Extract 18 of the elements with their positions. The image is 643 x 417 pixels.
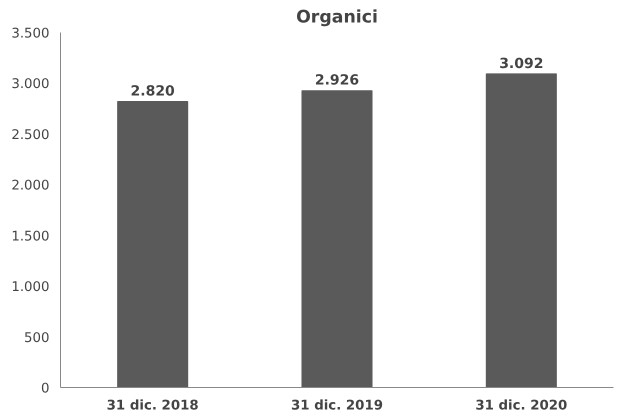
y-tick-label: 500: [24, 330, 50, 346]
data-label: 2.820: [130, 83, 176, 100]
y-tick-label: 3.000: [11, 77, 50, 92]
bar: [486, 73, 557, 388]
chart-title: Organici: [296, 8, 378, 28]
x-tick-label: 31 dic. 2019: [291, 398, 383, 414]
y-tick-label: 3.500: [11, 26, 50, 42]
y-tick-label: 1.500: [11, 229, 50, 244]
data-label: 3.092: [499, 56, 544, 72]
y-tick-label: 1.000: [11, 280, 50, 296]
bar: [301, 90, 373, 388]
data-label: 2.926: [314, 72, 360, 89]
x-tick-label: 31 dic. 2020: [475, 398, 568, 414]
bar: [117, 100, 188, 388]
y-tick-label: 0: [41, 382, 50, 396]
y-tick-label: 2.000: [11, 178, 50, 194]
x-tick-label: 31 dic. 2018: [106, 398, 199, 414]
y-tick-label: 2.500: [11, 128, 50, 143]
